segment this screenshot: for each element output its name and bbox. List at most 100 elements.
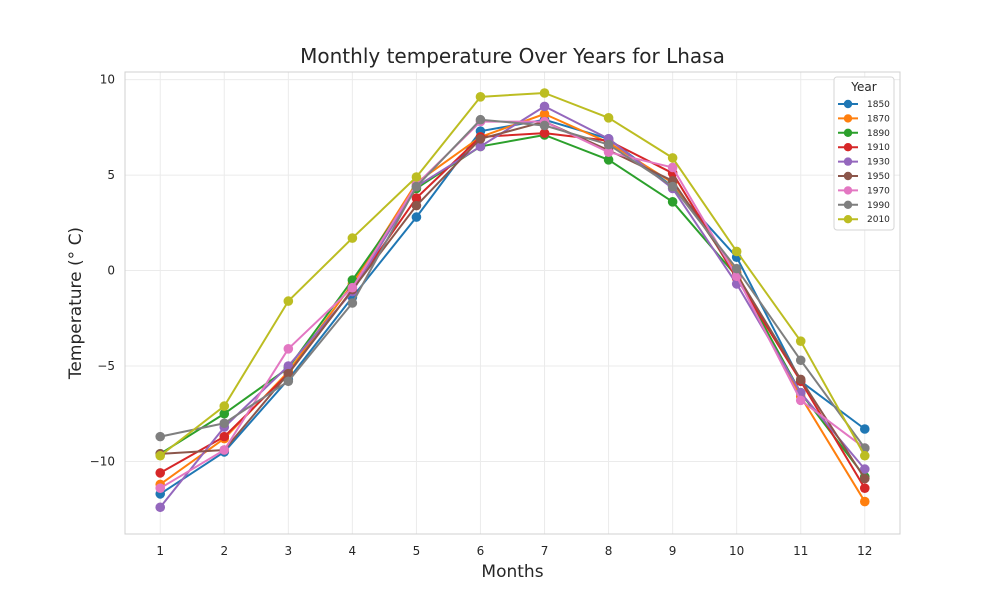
data-point xyxy=(859,496,870,507)
x-tick-label: 4 xyxy=(349,544,357,558)
legend-item-1990: 1990 xyxy=(838,200,890,211)
data-point xyxy=(539,101,550,112)
x-tick-label: 11 xyxy=(793,544,808,558)
data-point xyxy=(795,355,806,366)
legend-item-1970: 1970 xyxy=(838,186,890,196)
data-point xyxy=(667,197,678,207)
y-tick-label: −10 xyxy=(90,454,115,468)
data-point xyxy=(283,296,294,306)
legend-marker xyxy=(843,215,853,224)
data-point xyxy=(603,147,614,157)
data-point xyxy=(475,92,486,102)
legend-item-1910: 1910 xyxy=(838,143,890,153)
data-point xyxy=(475,114,486,125)
data-point xyxy=(411,200,422,211)
legend-label: 1910 xyxy=(867,143,890,153)
y-axis-label: Temperature (° C) xyxy=(66,227,86,380)
data-point xyxy=(283,344,294,354)
legend-label: 2010 xyxy=(867,215,890,225)
series-layer xyxy=(155,88,870,513)
data-point xyxy=(219,401,230,411)
y-tick-label: 10 xyxy=(100,73,115,87)
series-2010 xyxy=(155,88,870,461)
legend-item-1930: 1930 xyxy=(838,157,890,168)
y-tick-label: 5 xyxy=(107,168,115,182)
data-point xyxy=(795,395,806,406)
y-ticks: 10 5 0 −5 −10 xyxy=(90,73,115,469)
data-point xyxy=(795,374,806,385)
data-point xyxy=(603,155,614,165)
series-line-1990 xyxy=(160,118,866,449)
x-tick-label: 9 xyxy=(669,544,677,558)
data-point xyxy=(411,212,422,222)
plot-frame xyxy=(124,71,901,535)
x-tick-label: 5 xyxy=(413,544,421,558)
data-point xyxy=(219,418,230,429)
data-point xyxy=(603,139,614,150)
series-line-2010 xyxy=(159,92,866,457)
data-point xyxy=(539,88,550,98)
data-point xyxy=(219,431,230,442)
data-point xyxy=(411,172,422,182)
data-point xyxy=(155,450,166,461)
x-tick-label: 12 xyxy=(857,544,872,558)
data-point xyxy=(667,153,678,163)
x-ticks: 1 2 3 4 5 6 7 8 9 10 11 12 xyxy=(156,544,872,558)
data-point xyxy=(283,368,294,379)
legend-item-1890: 1890 xyxy=(838,128,890,139)
data-point xyxy=(411,193,422,203)
legend-label: 1850 xyxy=(867,100,890,110)
x-tick-label: 3 xyxy=(285,544,293,558)
x-tick-label: 6 xyxy=(477,544,485,558)
data-point xyxy=(731,263,742,274)
legend-item-2010: 2010 xyxy=(838,215,890,225)
data-point xyxy=(539,120,550,131)
data-point xyxy=(539,128,550,138)
data-point xyxy=(219,408,230,419)
data-point xyxy=(155,483,166,493)
series-line-1950 xyxy=(160,120,866,480)
data-point xyxy=(795,336,806,346)
legend-label: 1930 xyxy=(867,158,890,168)
data-point xyxy=(347,282,358,293)
x-tick-label: 7 xyxy=(541,544,549,558)
chart-title: Monthly temperature Over Years for Lhasa xyxy=(300,44,725,68)
data-point xyxy=(283,361,294,371)
series-1990 xyxy=(155,114,870,453)
data-point xyxy=(667,162,678,173)
data-point xyxy=(283,376,294,387)
data-point xyxy=(731,271,742,282)
data-point xyxy=(667,181,678,192)
legend-item-1850: 1850 xyxy=(838,99,890,110)
y-tick-label: −5 xyxy=(97,359,115,373)
data-point xyxy=(155,431,166,442)
legend-marker xyxy=(843,186,853,195)
data-point xyxy=(859,483,870,493)
legend-marker xyxy=(843,128,853,137)
data-point xyxy=(731,246,742,257)
legend-items: 1850 1870 1890 1910 1930 1950 1970 1990 2010 xyxy=(838,99,890,225)
legend-item-1950: 1950 xyxy=(838,171,890,182)
legend: Year 1850 1870 1890 1910 1930 1950 1970 1990 201… xyxy=(833,76,895,231)
plot-area xyxy=(125,72,900,534)
legend-item-1870: 1870 xyxy=(838,114,890,124)
data-point xyxy=(347,298,358,308)
series-line-1930 xyxy=(159,105,866,508)
data-point xyxy=(411,181,422,192)
legend-label: 1890 xyxy=(867,129,890,139)
data-point xyxy=(347,233,358,243)
legend-label: 1870 xyxy=(867,114,890,124)
data-point xyxy=(859,424,870,434)
legend-title: Year xyxy=(850,80,876,94)
legend-marker xyxy=(843,99,853,109)
x-tick-label: 2 xyxy=(220,544,228,558)
legend-label: 1990 xyxy=(867,201,890,211)
data-point xyxy=(219,445,230,455)
legend-marker xyxy=(843,114,853,123)
x-axis-label: Months xyxy=(481,562,543,582)
legend-marker xyxy=(843,171,853,181)
x-tick-label: 1 xyxy=(156,544,164,558)
data-point xyxy=(155,468,166,478)
y-tick-label: 0 xyxy=(107,264,115,278)
